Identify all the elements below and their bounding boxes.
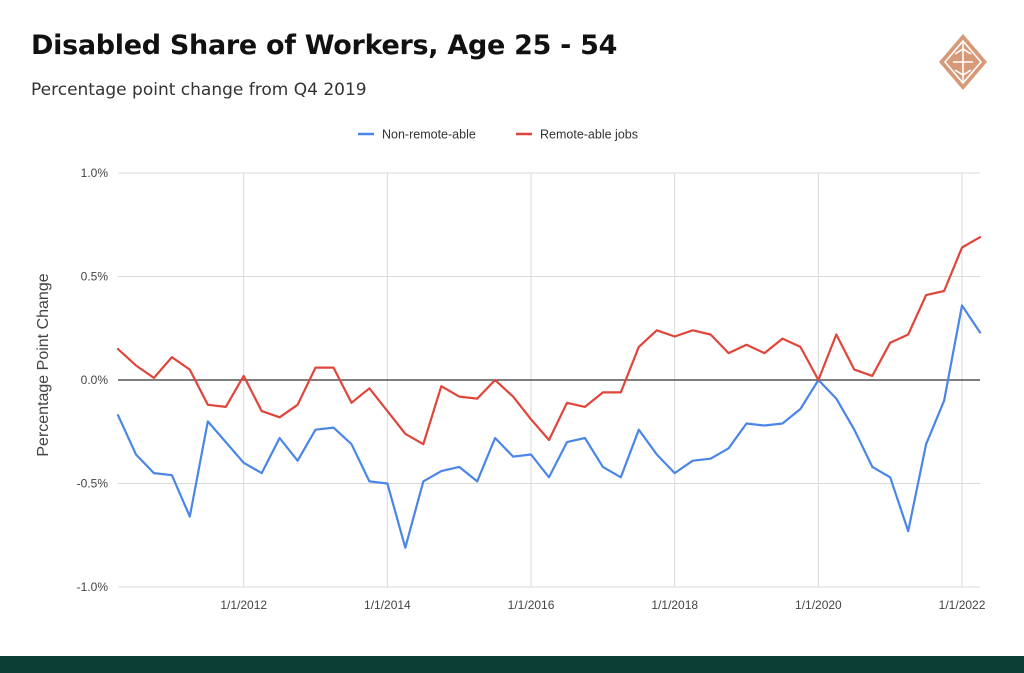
x-tick-label: 1/1/2016 — [508, 598, 555, 612]
legend-label: Non-remote-able — [382, 128, 476, 142]
y-tick-label: 0.0% — [81, 373, 109, 387]
x-tick-label: 1/1/2020 — [795, 598, 842, 612]
y-tick-label: 1.0% — [81, 166, 109, 180]
y-tick-label: -1.0% — [77, 580, 109, 594]
diamond-logo-icon — [939, 34, 987, 90]
legend: Non-remote-able Remote-able jobs — [358, 128, 638, 142]
x-tick-label: 1/1/2012 — [220, 598, 267, 612]
series-line-non-remote-able — [116, 304, 982, 549]
series-line-remote-able-jobs — [116, 236, 982, 446]
chart-axes: 1.0% 0.5% 0.0% -0.5% -1.0% 1/1/2012 1/1/2014 1/… — [77, 166, 986, 612]
x-tick-label: 1/1/2022 — [939, 598, 986, 612]
chart-title: Disabled Share of Workers, Age 25 - 54 — [31, 30, 618, 61]
y-tick-label: 0.5% — [81, 270, 109, 284]
x-tick-label: 1/1/2018 — [651, 598, 698, 612]
chart-subtitle: Percentage point change from Q4 2019 — [31, 80, 367, 100]
legend-label: Remote-able jobs — [540, 128, 638, 142]
y-axis-label: Percentage Point Change — [35, 273, 52, 456]
x-tick-label: 1/1/2014 — [364, 598, 411, 612]
line-chart: Non-remote-able Remote-able jobs 1.0% 0.5%… — [35, 128, 986, 613]
series-layer — [116, 236, 982, 549]
y-tick-label: -0.5% — [77, 477, 109, 491]
footer-bar — [0, 656, 1024, 673]
